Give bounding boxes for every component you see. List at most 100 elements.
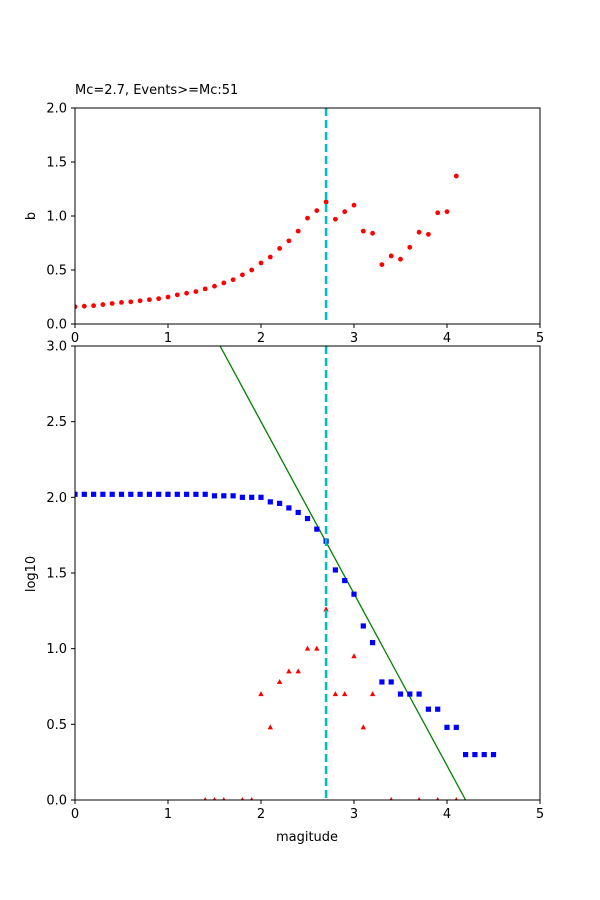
- fmd-cumulative-point: [137, 491, 143, 497]
- fmd-cumulative-point: [314, 526, 320, 532]
- fmd-noncumulative-point: [314, 645, 320, 651]
- b-value-xtick-label: 3: [350, 331, 358, 346]
- b-value-b-value-point: [305, 215, 310, 221]
- fmd-noncumulative-point: [222, 797, 226, 800]
- fmd-noncumulative-point: [250, 797, 254, 800]
- fmd-noncumulative-point: [454, 797, 458, 800]
- b-value-b-value-point: [453, 173, 459, 179]
- fmd-noncumulative-point: [304, 645, 311, 651]
- fmd-cumulative-point: [128, 491, 134, 497]
- b-value-xtick-label: 4: [443, 331, 451, 346]
- magnitude-xlabel: magitude: [276, 830, 338, 845]
- fmd-cumulative-point: [416, 691, 422, 697]
- fmd-cumulative-point: [295, 509, 301, 516]
- fmd-cumulative-point: [453, 724, 459, 730]
- b-value-b-value-point: [416, 229, 422, 235]
- fmd-cumulative-point: [332, 567, 338, 573]
- b-value-plot-area: 0 1 2 3 4 5 0.0 0.5 1.0 1.5 2.0: [46, 102, 544, 347]
- fmd-noncumulative-point: [342, 691, 348, 697]
- b-value-b-value-point: [221, 280, 227, 286]
- fmd-noncumulative-point: [389, 797, 393, 800]
- fmd-cumulative-point: [267, 499, 273, 505]
- b-value-b-value-point: [295, 228, 301, 234]
- b-value-b-value-point: [230, 277, 236, 283]
- fmd-data-layer: [75, 346, 497, 800]
- b-value-xtick-label: 2: [257, 331, 265, 346]
- b-value-ytick-label: 0.0: [46, 318, 67, 333]
- fmd-xtick-label: 3: [350, 807, 358, 822]
- b-value-panel: Mc=2.7, Events>=Mc:51 0 1 2 3 4 5 0.0 0.5 1.0 1.5…: [24, 83, 544, 346]
- b-value-b-value-point: [193, 289, 199, 294]
- fmd-xtick-label: 4: [443, 807, 451, 822]
- fmd-noncumulative-point: [417, 797, 421, 800]
- fmd-noncumulative-point: [286, 668, 292, 674]
- fmd-cumulative-point: [211, 493, 218, 499]
- fmd-cumulative-point: [444, 724, 450, 730]
- fmd-cumulative-point: [165, 491, 171, 497]
- fmd-noncumulative-point: [203, 797, 207, 800]
- fmd-cumulative-point: [91, 491, 97, 497]
- fmd-cumulative-point: [249, 494, 255, 500]
- fmd-cumulative-point: [193, 491, 199, 497]
- b-value-b-value-point: [444, 209, 450, 215]
- fmd-xtick-label: 2: [257, 807, 265, 822]
- fmd-cumulative-point: [100, 491, 106, 497]
- fmd-cumulative-point: [342, 577, 348, 584]
- fmd-cumulative-point: [370, 640, 376, 646]
- b-value-title: Mc=2.7, Events>=Mc:51: [75, 83, 238, 98]
- b-value-ylabel: b: [24, 212, 39, 220]
- log10-ylabel: log10: [24, 556, 39, 592]
- fmd-noncumulative-point: [295, 668, 301, 674]
- fmd-ytick-label: 1.0: [46, 642, 67, 657]
- b-value-b-value-point: [435, 210, 441, 216]
- fmd-fit-line: [219, 346, 467, 800]
- fmd-cumulative-point: [156, 491, 162, 497]
- b-value-b-value-point: [323, 199, 329, 205]
- b-value-b-value-point: [249, 267, 255, 273]
- fmd-noncumulative-point: [360, 724, 366, 730]
- b-value-data-layer: [75, 173, 459, 310]
- b-value-b-value-point: [351, 202, 357, 208]
- fmd-cumulative-point: [184, 491, 190, 497]
- b-value-b-value-point: [165, 294, 171, 300]
- fmd-cumulative-point: [425, 706, 431, 712]
- fmd-cumulative-point: [239, 494, 245, 500]
- b-value-b-value-point: [388, 253, 394, 259]
- b-value-b-value-point: [286, 238, 292, 244]
- fmd-xtick-label: 5: [536, 807, 544, 822]
- b-value-ytick-label: 1.0: [46, 210, 67, 225]
- fmd-noncumulative-point: [369, 691, 376, 697]
- fmd-cumulative-point: [75, 491, 78, 497]
- fmd-cumulative-point: [388, 679, 394, 685]
- fmd-cumulative-point: [81, 491, 87, 497]
- b-value-b-value-point: [156, 296, 162, 302]
- fmd-cumulative-point: [118, 491, 125, 497]
- fmd-cumulative-point: [202, 491, 208, 497]
- fmd-cumulative-point: [286, 505, 292, 511]
- b-value-b-value-point: [370, 230, 375, 236]
- fmd-cumulative-point: [109, 491, 115, 497]
- b-value-b-value-point: [75, 304, 78, 310]
- b-value-b-value-point: [240, 272, 245, 278]
- b-value-b-value-point: [267, 254, 273, 260]
- fmd-cumulative-point: [304, 515, 311, 522]
- fmd-noncumulative-point: [436, 797, 440, 800]
- b-value-b-value-point: [258, 260, 264, 266]
- b-value-b-value-point: [398, 256, 403, 262]
- b-value-ytick-label: 1.5: [46, 156, 67, 171]
- b-value-b-value-point: [100, 302, 106, 307]
- fmd-cumulative-point: [490, 752, 497, 758]
- b-value-b-value-point: [128, 299, 134, 305]
- fmd-xtick-label: 0: [71, 807, 79, 822]
- b-value-xtick-label: 0: [71, 331, 79, 346]
- fmd-ytick-label: 0.0: [46, 794, 67, 809]
- fmd-cumulative-point: [397, 691, 404, 697]
- fmd-cumulative-point: [277, 500, 283, 506]
- b-value-b-value-point: [184, 290, 190, 296]
- fmd-cumulative-point: [472, 752, 478, 758]
- fmd-cumulative-point: [407, 691, 413, 697]
- b-value-b-value-point: [137, 298, 143, 304]
- b-value-ytick-label: 0.5: [46, 264, 67, 279]
- fmd-cumulative-point: [481, 752, 487, 758]
- fmd-cumulative-point: [435, 706, 441, 712]
